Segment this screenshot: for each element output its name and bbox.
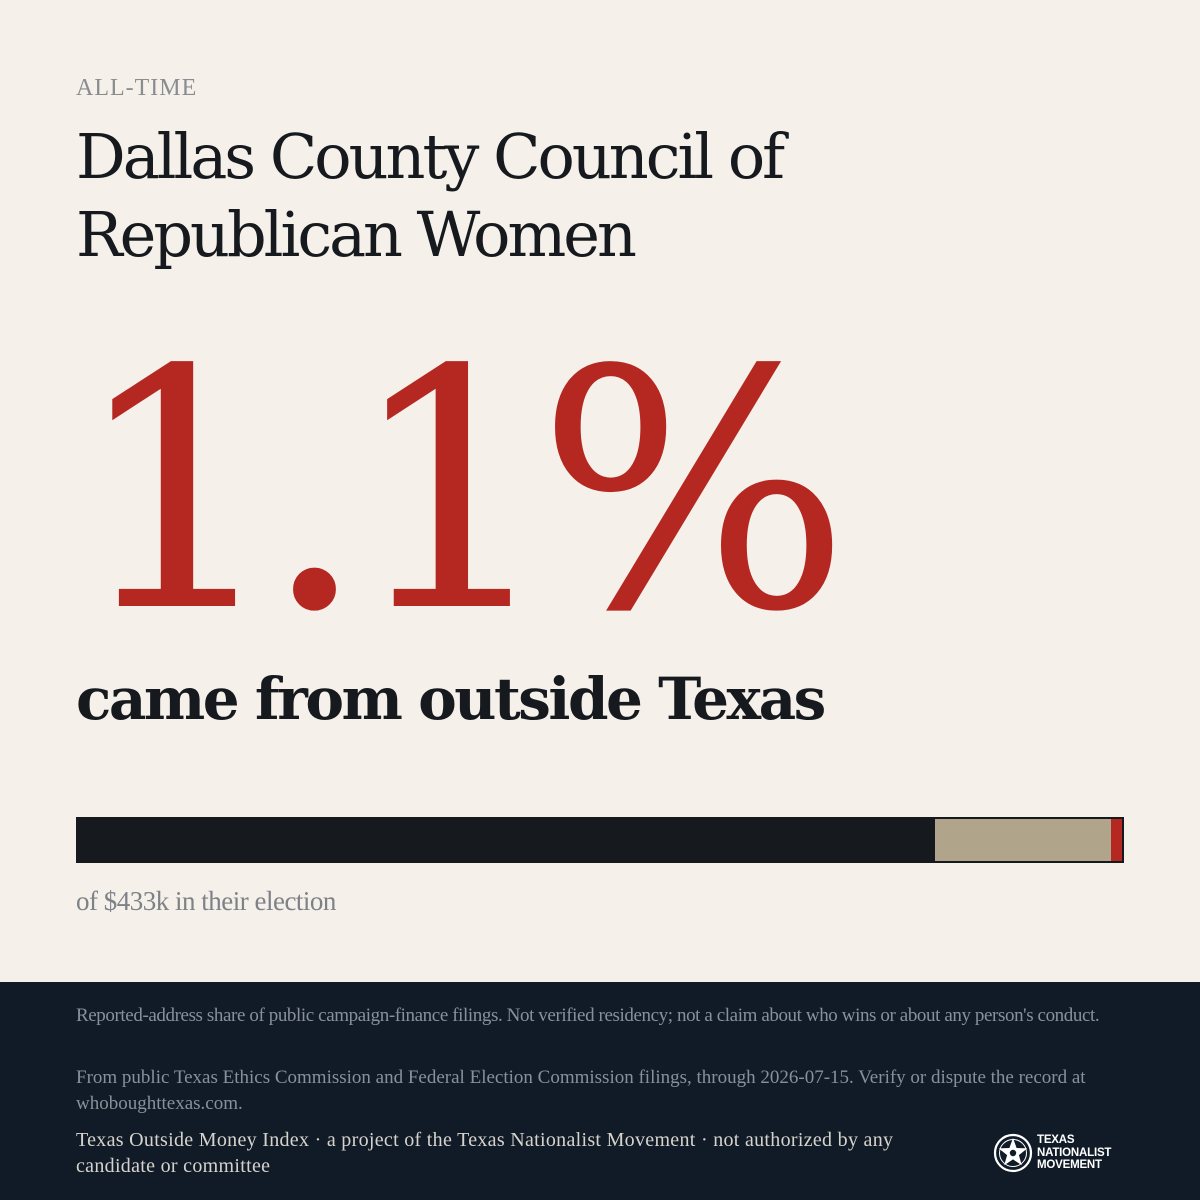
bar-caption: of $433k in their election [76, 886, 336, 916]
logo-line-movement: MOVEMENT [1037, 1159, 1102, 1172]
bar-segment-dark [78, 819, 936, 861]
bar-segment-tan [935, 819, 1111, 861]
headline-stat: 1.1% [72, 300, 850, 684]
eyebrow-label: ALL-TIME [76, 75, 198, 101]
star-badge-icon [993, 1133, 1033, 1173]
headline-caption: came from outside Texas [76, 665, 826, 733]
bar-segment-red [1110, 819, 1122, 861]
logo-line-nationalist: NATIONALIST [1037, 1146, 1112, 1159]
tnm-logo: TEXAS NATIONALIST MOVEMENT [993, 1131, 1133, 1175]
share-bar [76, 817, 1124, 863]
logo-wordmark: TEXAS NATIONALIST MOVEMENT [1037, 1134, 1111, 1172]
footer-disclaimer: Reported-address share of public campaig… [76, 1005, 1100, 1026]
footer [0, 982, 1200, 1200]
logo-line-texas: TEXAS [1037, 1134, 1075, 1147]
footer-source: From public Texas Ethics Commission and … [76, 1067, 1086, 1114]
footer-credit: Texas Outside Money Index · a project of… [76, 1129, 894, 1177]
page-title: Dallas County Council of Republican Wome… [76, 120, 785, 271]
